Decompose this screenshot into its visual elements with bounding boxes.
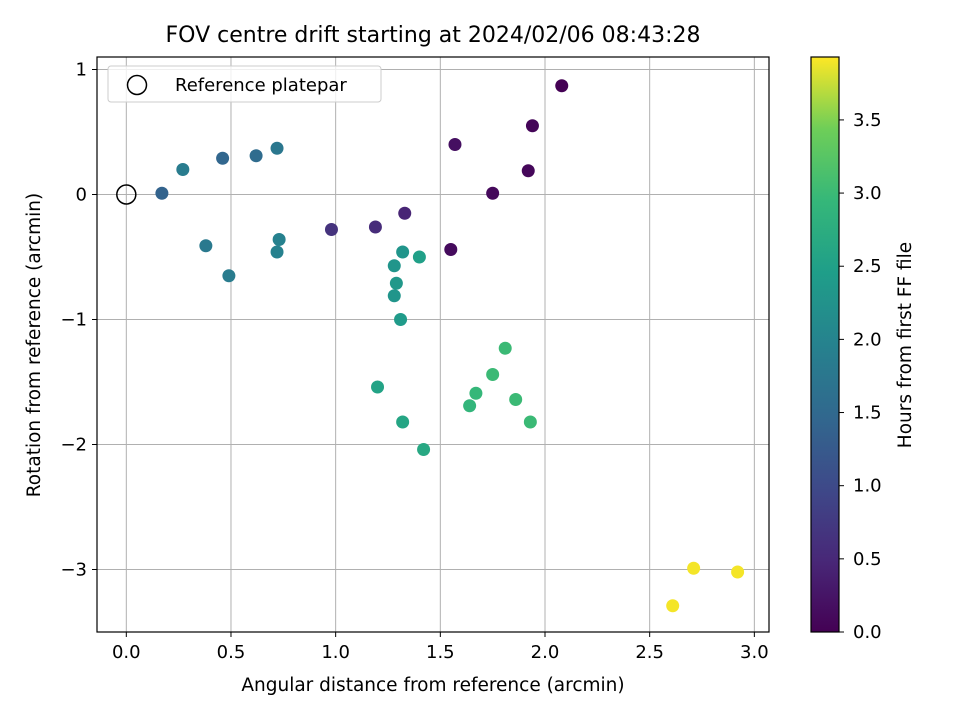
legend-label: Reference platepar xyxy=(175,75,347,96)
colorbar-ticks: 0.0 0.5 1.0 1.5 2.0 2.5 3.0 3.5 xyxy=(839,110,882,643)
colorbar: 0.0 0.5 1.0 1.5 2.0 2.5 3.0 3.5 Hours from firs… xyxy=(810,56,916,643)
scatter-point xyxy=(525,119,539,133)
colorbar-tick-label: 2.0 xyxy=(853,329,882,350)
y-axis-label: Rotation from reference (arcmin) xyxy=(24,193,45,497)
scatter-point xyxy=(272,233,286,246)
scatter-point xyxy=(448,138,462,151)
scatter-point xyxy=(687,561,701,575)
scatter-point xyxy=(509,393,523,406)
x-axis-label: Angular distance from reference (arcmin) xyxy=(241,675,624,696)
x-tick-label: 1.5 xyxy=(426,642,455,663)
scatter-point xyxy=(389,276,403,290)
scatter-point xyxy=(555,79,569,93)
colorbar-label: Hours from first FF file xyxy=(895,242,916,448)
scatter-point xyxy=(199,239,213,253)
chart-title: FOV centre drift starting at 2024/02/06 … xyxy=(166,23,701,48)
scatter-point xyxy=(731,565,745,579)
legend-marker-open-circle xyxy=(126,74,148,96)
x-tick-label: 1.0 xyxy=(321,642,350,663)
scatter-point xyxy=(666,599,680,613)
y-axis-ticks: 1 0 −1 −2 −3 xyxy=(60,60,97,581)
scatter-point xyxy=(444,243,458,256)
reference-platepar-marker xyxy=(116,184,137,205)
scatter-point xyxy=(249,149,263,163)
x-tick-label: 2.5 xyxy=(635,642,664,663)
scatter-point xyxy=(270,141,284,155)
colorbar-tick-label: 3.5 xyxy=(853,110,882,131)
colorbar-tick-label: 1.5 xyxy=(853,403,882,424)
grid-lines xyxy=(97,57,769,632)
y-tick-label: −3 xyxy=(60,560,87,581)
legend: Reference platepar xyxy=(107,65,382,103)
scatter-point xyxy=(463,399,477,413)
colorbar-tick-label: 0.5 xyxy=(853,549,882,570)
colorbar-tick-label: 2.5 xyxy=(853,256,882,277)
scatter-point xyxy=(324,223,338,236)
scatter-point xyxy=(523,415,537,429)
x-tick-label: 0.0 xyxy=(112,642,141,663)
scatter-point xyxy=(176,163,190,176)
scatter-point xyxy=(396,415,410,429)
scatter-point xyxy=(417,443,431,456)
scatter-point xyxy=(412,250,426,264)
legend-box xyxy=(107,65,382,103)
plot-frame xyxy=(96,56,770,633)
scatter-point xyxy=(387,259,401,273)
colorbar-tick-label: 1.0 xyxy=(853,476,882,497)
scatter-point xyxy=(216,151,230,165)
colorbar-gradient xyxy=(810,56,840,633)
scatter-point xyxy=(486,186,500,200)
colorbar-tick-label: 0.0 xyxy=(853,622,882,643)
y-tick-label: −2 xyxy=(60,435,87,456)
scatter-point xyxy=(469,386,483,400)
y-tick-label: 1 xyxy=(76,60,87,81)
scatter-point xyxy=(498,341,512,355)
data-points xyxy=(155,79,745,613)
scatter-point xyxy=(222,269,236,283)
scatter-point xyxy=(387,289,401,303)
x-axis-ticks: 0.0 0.5 1.0 1.5 2.0 2.5 3.0 xyxy=(112,632,769,663)
scatter-point xyxy=(486,368,500,381)
scatter-point xyxy=(394,313,408,326)
x-tick-label: 2.0 xyxy=(531,642,560,663)
scatter-point xyxy=(371,380,385,394)
scatter-point xyxy=(396,245,410,259)
scatter-point xyxy=(368,220,382,234)
scatter-point xyxy=(270,245,284,259)
y-tick-label: 0 xyxy=(76,185,87,206)
scatter-point xyxy=(155,186,169,200)
x-tick-label: 0.5 xyxy=(217,642,246,663)
x-tick-label: 3.0 xyxy=(740,642,769,663)
scatter-point xyxy=(521,164,535,178)
scatter-point xyxy=(398,206,412,220)
colorbar-tick-label: 3.0 xyxy=(853,183,882,204)
y-tick-label: −1 xyxy=(60,310,87,331)
